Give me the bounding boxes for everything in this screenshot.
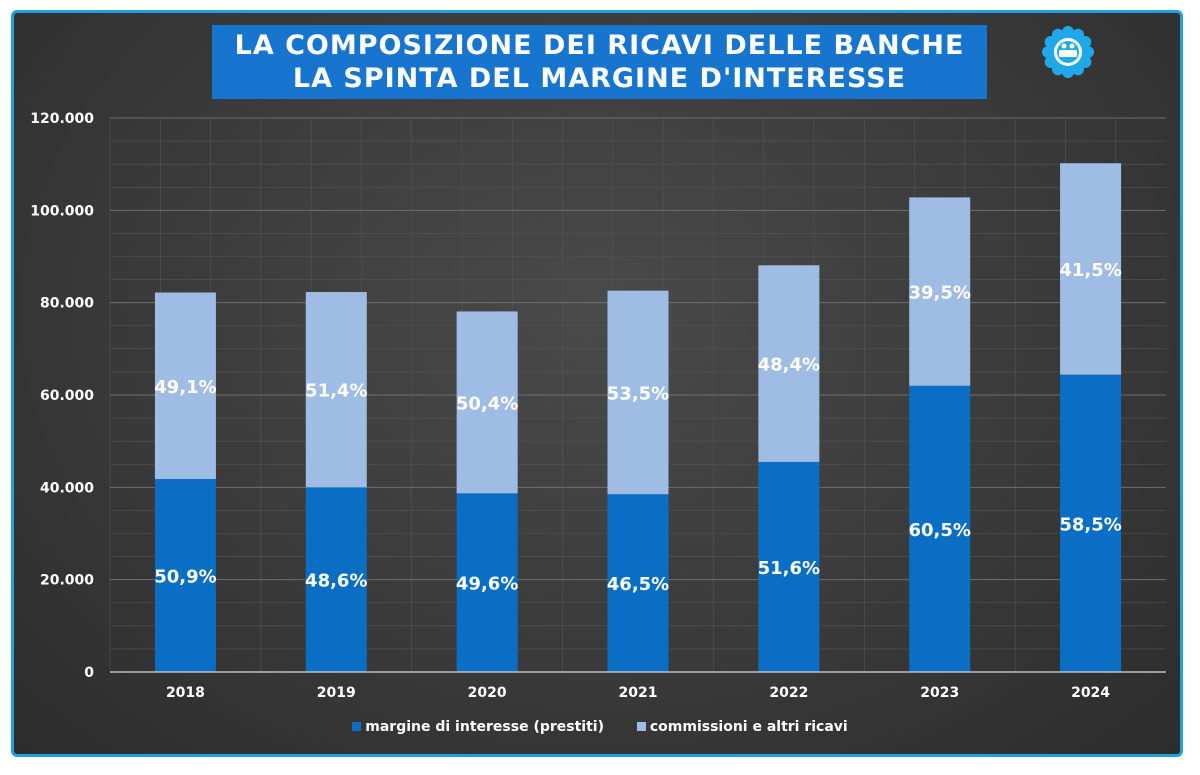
data-label: 51,6%: [758, 558, 820, 579]
x-tick-label: 2022: [769, 685, 808, 701]
bar-segment-commissioni: [758, 265, 820, 462]
y-tick-label: 20.000: [40, 573, 94, 589]
data-label: 39,5%: [908, 283, 970, 304]
data-label: 41,5%: [1059, 260, 1121, 281]
bar-segment-margine: [607, 494, 669, 672]
bar-segment-margine: [456, 493, 518, 672]
legend-label-commissioni: commissioni e altri ricavi: [649, 719, 848, 735]
chart-title-line-1: LA COMPOSIZIONE DEI RICAVI DELLE BANCHE: [234, 30, 965, 61]
data-label: 50,9%: [154, 567, 216, 588]
x-tick-label: 2024: [1071, 685, 1110, 701]
bar-segment-margine: [909, 385, 971, 672]
x-tick-label: 2021: [619, 685, 658, 701]
data-label: 46,5%: [607, 574, 669, 595]
y-tick-label: 80.000: [40, 296, 94, 312]
data-label: 58,5%: [1059, 514, 1121, 535]
legend-swatch-commissioni: [636, 722, 646, 731]
data-label: 48,6%: [305, 571, 367, 592]
data-label: 49,6%: [456, 574, 518, 595]
y-tick-label: 40.000: [40, 480, 94, 496]
x-tick-label: 2020: [468, 685, 507, 701]
data-label: 49,1%: [154, 377, 216, 398]
chart-legend: margine di interesse (prestiti) commissi…: [0, 719, 1200, 735]
bar-segment-margine: [305, 487, 367, 672]
bar-segment-margine: [154, 479, 216, 672]
bar-segment-margine: [758, 461, 820, 672]
chart-title-line-2: LA SPINTA DEL MARGINE D'INTERESSE: [292, 63, 907, 94]
data-label: 51,4%: [305, 381, 367, 402]
bar-segment-commissioni: [305, 292, 367, 488]
bar-segment-commissioni: [456, 311, 518, 494]
legend-item-margine: margine di interesse (prestiti): [352, 719, 604, 735]
data-label: 48,4%: [758, 355, 820, 376]
y-tick-label: 60.000: [40, 388, 94, 404]
y-tick-label: 100.000: [30, 203, 94, 219]
x-tick-label: 2019: [317, 685, 356, 701]
bar-segment-commissioni: [154, 292, 216, 480]
legend-swatch-margine: [352, 722, 362, 731]
y-tick-label: 0: [84, 665, 94, 681]
x-tick-label: 2018: [166, 685, 205, 701]
chart-title-box: LA COMPOSIZIONE DEI RICAVI DELLE BANCHE …: [212, 25, 987, 99]
flower-badge-icon: [1042, 26, 1094, 78]
bar-segment-commissioni: [909, 197, 971, 386]
legend-label-margine: margine di interesse (prestiti): [365, 719, 604, 735]
bar-segment-margine: [1060, 374, 1122, 672]
data-label: 50,4%: [456, 393, 518, 414]
x-tick-label: 2023: [920, 685, 959, 701]
data-label: 60,5%: [908, 520, 970, 541]
data-label: 53,5%: [607, 383, 669, 404]
bar-segment-commissioni: [1060, 163, 1122, 375]
y-tick-label: 120.000: [30, 111, 94, 127]
bar-segment-commissioni: [607, 290, 669, 495]
legend-item-commissioni: commissioni e altri ricavi: [636, 719, 848, 735]
